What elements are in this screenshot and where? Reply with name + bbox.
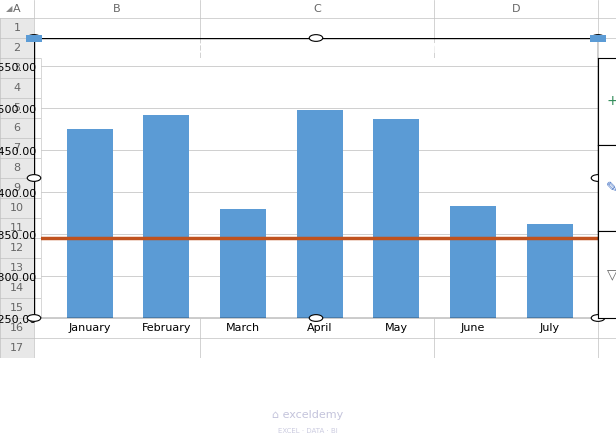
Text: ⌂ exceldemy: ⌂ exceldemy xyxy=(272,410,344,420)
Text: EXCEL · DATA · BI: EXCEL · DATA · BI xyxy=(278,427,338,434)
Bar xyxy=(450,205,496,438)
Bar xyxy=(67,129,113,438)
Text: 15: 15 xyxy=(10,303,24,313)
Circle shape xyxy=(309,35,323,41)
Text: ◢: ◢ xyxy=(6,4,13,14)
Text: ✎: ✎ xyxy=(606,181,616,195)
Text: 2: 2 xyxy=(14,43,20,53)
Text: 3: 3 xyxy=(14,63,20,73)
Bar xyxy=(144,115,189,438)
Bar xyxy=(25,35,43,42)
Circle shape xyxy=(591,175,605,181)
Bar xyxy=(527,224,573,438)
Text: 12: 12 xyxy=(10,243,24,253)
Text: Addition of Horizontal Line: Addition of Horizontal Line xyxy=(180,39,452,57)
Text: 1: 1 xyxy=(14,23,20,33)
Text: 8: 8 xyxy=(14,163,20,173)
Circle shape xyxy=(309,314,323,321)
Bar xyxy=(220,209,266,438)
Bar xyxy=(590,35,607,42)
Bar xyxy=(297,110,342,438)
Bar xyxy=(0,18,34,358)
Text: C: C xyxy=(313,4,321,14)
Circle shape xyxy=(27,35,41,41)
Text: B: B xyxy=(113,4,121,14)
Text: ▽: ▽ xyxy=(607,268,616,282)
Text: 6: 6 xyxy=(14,123,20,133)
Text: 4: 4 xyxy=(14,83,20,93)
Text: +: + xyxy=(606,94,616,108)
Circle shape xyxy=(591,35,605,41)
Bar xyxy=(373,119,419,438)
Text: 9: 9 xyxy=(14,183,20,193)
Text: 5: 5 xyxy=(14,103,20,113)
Circle shape xyxy=(27,314,41,321)
Circle shape xyxy=(27,175,41,181)
Text: D: D xyxy=(512,4,521,14)
Text: 17: 17 xyxy=(10,343,24,353)
Text: 10: 10 xyxy=(10,203,24,213)
Text: 16: 16 xyxy=(10,323,24,333)
Text: 11: 11 xyxy=(10,223,24,233)
Text: A: A xyxy=(13,4,21,14)
Text: 14: 14 xyxy=(10,283,24,293)
Text: 13: 13 xyxy=(10,263,24,273)
Text: 7: 7 xyxy=(14,143,20,153)
Circle shape xyxy=(591,314,605,321)
